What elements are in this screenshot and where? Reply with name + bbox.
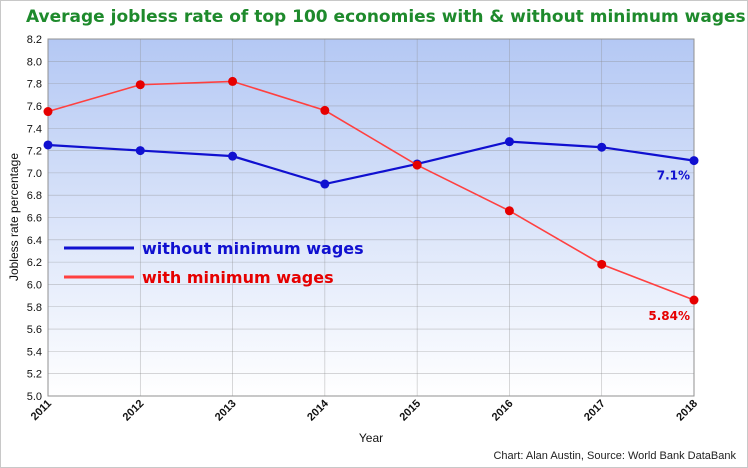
data-point (135, 80, 145, 90)
x-axis-label: Year (359, 431, 383, 445)
y-tick-label: 7.2 (27, 146, 42, 158)
y-tick-label: 6.0 (27, 279, 42, 291)
data-point (228, 76, 238, 86)
series-line (47, 140, 695, 186)
legend: without minimum wages with minimum wages (64, 239, 364, 287)
data-point (135, 146, 145, 156)
x-tick-label: 2018 (674, 398, 700, 424)
y-tick-label: 7.6 (27, 101, 42, 113)
data-point (597, 259, 607, 269)
data-point (689, 156, 699, 166)
x-tick-label: 2013 (213, 398, 239, 424)
data-point (43, 107, 53, 117)
x-tick-label: 2017 (582, 398, 608, 424)
y-tick-label: 5.8 (27, 302, 42, 314)
x-tick-label: 2015 (397, 398, 423, 424)
x-tick-label: 2012 (121, 398, 147, 424)
y-tick-label: 5.0 (27, 391, 42, 403)
data-point (412, 160, 422, 170)
y-tick-label: 6.4 (27, 235, 42, 247)
end-value-label: 7.1% (657, 169, 690, 183)
legend-label: without minimum wages (142, 239, 364, 258)
data-point (228, 151, 238, 161)
x-tick-label: 2016 (490, 398, 516, 424)
y-tick-label: 5.4 (27, 346, 42, 358)
y-tick-label: 7.0 (27, 168, 42, 180)
x-tick-label: 2014 (305, 397, 331, 423)
y-tick-label: 6.8 (27, 190, 42, 202)
end-value-label: 5.84% (648, 309, 690, 323)
data-point (504, 137, 514, 147)
data-point (320, 179, 330, 189)
source-note: Chart: Alan Austin, Source: World Bank D… (493, 450, 736, 462)
y-tick-label: 7.4 (27, 123, 42, 135)
gridlines (48, 39, 694, 396)
data-point (689, 295, 699, 305)
y-tick-label: 6.2 (27, 257, 42, 269)
y-tick-label: 7.8 (27, 79, 42, 91)
y-tick-label: 5.6 (27, 324, 42, 336)
legend-label: with minimum wages (142, 268, 334, 287)
y-tick-label: 8.0 (27, 56, 42, 68)
y-tick-label: 6.6 (27, 213, 42, 225)
series-lines: 7.1% 5.84% (43, 76, 699, 323)
series-line (47, 80, 695, 301)
y-tick-label: 5.2 (27, 369, 42, 381)
data-point (597, 142, 607, 152)
data-point (504, 206, 514, 216)
y-tick-label: 8.2 (27, 34, 42, 46)
chart-title: Average jobless rate of top 100 economie… (26, 7, 746, 27)
y-axis-label: Jobless rate percentage (7, 153, 21, 281)
data-point (320, 105, 330, 115)
data-point (43, 140, 53, 150)
